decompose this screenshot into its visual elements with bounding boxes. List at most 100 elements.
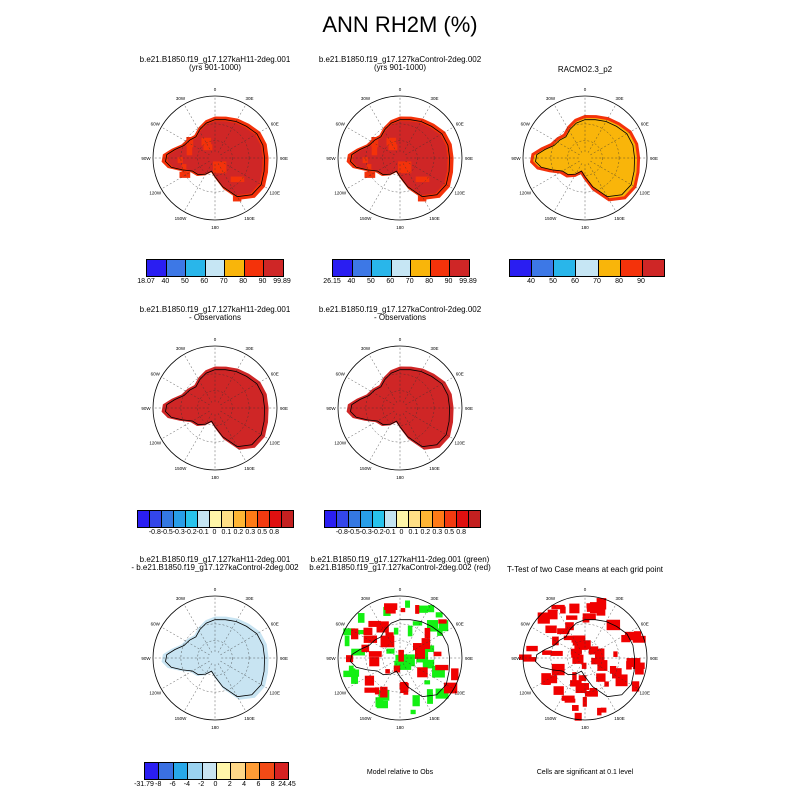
colorbar-label: 40 (527, 278, 535, 285)
longitude-label: 120E (269, 691, 280, 696)
colorbar-label: 18.07 (137, 278, 155, 285)
longitude-label: 90E (280, 656, 288, 661)
colorbar-label: 0.1 (408, 529, 419, 536)
colorbar-label: 60 (571, 278, 579, 285)
longitude-label: 0 (214, 337, 217, 342)
longitude-label: 60W (521, 622, 531, 627)
longitude-label: 150W (545, 716, 558, 721)
longitude-label: 30E (615, 96, 623, 101)
longitude-label: 60W (521, 122, 531, 127)
colorbar-label: 60 (386, 278, 395, 285)
colorbar-box (147, 260, 167, 276)
colorbar (332, 259, 470, 277)
longitude-label: 150E (614, 716, 625, 721)
colorbar-box (205, 260, 226, 276)
colorbar-label: -0.1 (383, 529, 396, 536)
longitude-label: 150W (175, 466, 188, 471)
colorbar (137, 510, 294, 528)
longitude-label: 90E (280, 156, 288, 161)
longitude-label: 120W (149, 441, 162, 446)
colorbar-box (397, 511, 409, 527)
longitude-label: 30W (176, 96, 186, 101)
map-panel: 0 30E 60E 90E 120E 150E 180 150W 120W 90W 60W 30W (511, 587, 658, 730)
longitude-label: 90W (141, 656, 151, 661)
colorbar-label: 0.5 (444, 529, 455, 536)
longitude-label: 30E (245, 346, 253, 351)
longitude-label: 180 (211, 475, 219, 480)
longitude-label: 30W (176, 346, 186, 351)
colorbar-box (411, 260, 431, 276)
colorbar-box (642, 260, 664, 276)
longitude-label: 150E (244, 466, 255, 471)
colorbar-box (469, 511, 480, 527)
colorbar-box (264, 260, 284, 276)
footnote-model-relative: Model relative to Obs (366, 769, 434, 776)
map-panel: 0 30E 60E 90E 120E 150E 180 150W 120W 90W 60W 30W (326, 587, 473, 730)
colorbar-box (231, 763, 246, 779)
colorbar-label: -0.5 (347, 529, 360, 536)
colorbar-box (510, 260, 533, 276)
colorbar-box (445, 511, 457, 527)
colorbar-box (244, 260, 265, 276)
panel-title: b.e21.B1850.f19_g17.127kaControl-2deg.00… (318, 305, 482, 322)
longitude-label: 90W (326, 406, 336, 411)
footnote-significance: Cells are significant at 0.1 level (536, 769, 634, 776)
longitude-label: 90W (511, 156, 521, 161)
longitude-label: 120E (269, 441, 280, 446)
longitude-label: 0 (399, 337, 402, 342)
colorbar-label: 0.3 (245, 529, 256, 536)
colorbar-label: -4 (183, 781, 190, 788)
longitude-label: 150E (244, 216, 255, 221)
colorbar-label: 70 (593, 278, 601, 285)
longitude-label: 0 (399, 87, 402, 92)
colorbar-label: 50 (549, 278, 557, 285)
colorbar-label: 6 (256, 781, 261, 788)
longitude-label: 90E (465, 406, 473, 411)
panel-title: T-Test of two Case means at each grid po… (506, 565, 664, 574)
colorbar (144, 762, 289, 780)
colorbar-box (150, 511, 162, 527)
longitude-label: 120E (454, 441, 465, 446)
colorbar-box (282, 511, 293, 527)
colorbar (509, 259, 665, 277)
longitude-label: 150E (429, 716, 440, 721)
panel-title: RACMO2.3_p2 (557, 65, 613, 74)
colorbar-label: 0.1 (221, 529, 232, 536)
colorbar-label: 0.5 (257, 529, 268, 536)
colorbar-label: -2 (198, 781, 205, 788)
longitude-label: 30W (361, 96, 371, 101)
longitude-label: 120E (269, 191, 280, 196)
longitude-label: 120W (519, 691, 532, 696)
longitude-label: 150W (175, 716, 188, 721)
longitude-label: 0 (584, 87, 587, 92)
colorbar-label: 4 (242, 781, 247, 788)
colorbar-label: -0.2 (184, 529, 197, 536)
colorbar-box (333, 260, 353, 276)
longitude-label: 150E (429, 216, 440, 221)
panel-title: b.e21.B1850.f19_g17.127kaH11-2deg.001 (g… (309, 555, 491, 572)
longitude-label: 180 (581, 225, 589, 230)
longitude-label: 60W (336, 122, 346, 127)
colorbar-label: 50 (366, 278, 375, 285)
colorbar-box (222, 511, 234, 527)
colorbar-box (430, 260, 451, 276)
colorbar-label: 90 (258, 278, 267, 285)
colorbar-box (433, 511, 445, 527)
colorbar-label: 70 (405, 278, 414, 285)
longitude-label: 90W (326, 656, 336, 661)
colorbar-label: -0.5 (160, 529, 173, 536)
colorbar-box (186, 260, 206, 276)
colorbar-box (145, 763, 160, 779)
colorbar-label: 90 (637, 278, 645, 285)
colorbar-label: -0.3 (359, 529, 372, 536)
longitude-label: 0 (584, 587, 587, 592)
longitude-label: 150E (429, 466, 440, 471)
colorbar-label: 80 (239, 278, 248, 285)
longitude-label: 60E (641, 122, 649, 127)
longitude-label: 120W (334, 441, 347, 446)
colorbar-box (337, 511, 349, 527)
colorbar-label: 2 (227, 781, 232, 788)
colorbar-box (159, 763, 174, 779)
colorbar-box (620, 260, 643, 276)
longitude-label: 30W (546, 596, 556, 601)
